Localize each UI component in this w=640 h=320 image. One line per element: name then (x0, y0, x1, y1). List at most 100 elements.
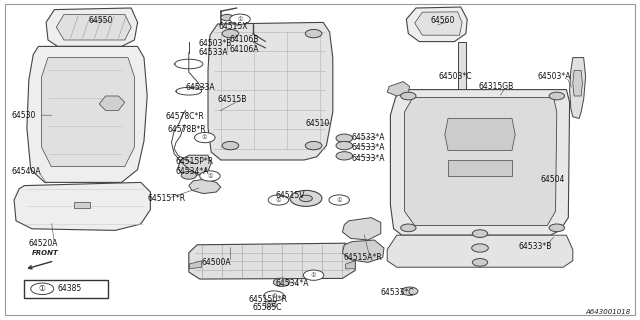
Text: 64503*C: 64503*C (438, 72, 472, 81)
Text: 64533*C: 64533*C (381, 288, 414, 297)
Text: 64503*B: 64503*B (198, 39, 232, 48)
Circle shape (181, 172, 196, 179)
Circle shape (305, 29, 322, 38)
Polygon shape (458, 42, 466, 90)
Circle shape (401, 287, 418, 295)
Text: ①: ① (207, 173, 212, 179)
Circle shape (549, 224, 564, 232)
Circle shape (472, 259, 488, 266)
Circle shape (221, 14, 234, 21)
Circle shape (336, 134, 353, 142)
Polygon shape (406, 7, 467, 42)
Text: 64503*A: 64503*A (538, 72, 571, 81)
Polygon shape (387, 235, 573, 267)
Polygon shape (178, 155, 211, 176)
Circle shape (268, 195, 289, 205)
Polygon shape (404, 98, 557, 226)
Polygon shape (573, 70, 582, 96)
Polygon shape (208, 22, 333, 160)
Text: 64530: 64530 (12, 111, 36, 120)
Polygon shape (74, 202, 90, 208)
Polygon shape (415, 12, 462, 35)
Circle shape (472, 230, 488, 237)
Polygon shape (342, 240, 384, 262)
Text: 64315GB: 64315GB (479, 82, 514, 91)
Circle shape (303, 270, 324, 280)
Text: 64106A: 64106A (229, 45, 259, 54)
Polygon shape (387, 82, 410, 96)
Text: ①: ① (202, 135, 207, 140)
Text: 64515B: 64515B (218, 95, 247, 104)
Text: 64515U*R: 64515U*R (248, 295, 287, 304)
Text: 64533A: 64533A (186, 84, 215, 92)
Text: 64510: 64510 (306, 119, 330, 128)
Text: ①: ① (271, 293, 276, 299)
Polygon shape (445, 118, 515, 150)
Text: 64106B: 64106B (229, 36, 259, 44)
Circle shape (222, 29, 239, 38)
Text: 64533*B: 64533*B (518, 242, 552, 251)
Polygon shape (46, 8, 138, 46)
Polygon shape (14, 182, 150, 230)
Polygon shape (448, 160, 512, 176)
Polygon shape (570, 58, 586, 118)
Text: 64515V: 64515V (275, 191, 305, 200)
Circle shape (273, 278, 290, 286)
Bar (24, 280, 108, 298)
Polygon shape (266, 301, 276, 307)
Circle shape (230, 14, 250, 24)
Text: 64515T*R: 64515T*R (147, 194, 186, 203)
Text: 64515P*R: 64515P*R (176, 157, 214, 166)
Polygon shape (189, 179, 221, 194)
Text: A643001018: A643001018 (585, 309, 630, 315)
Text: 64500A: 64500A (202, 258, 231, 267)
Polygon shape (99, 96, 125, 110)
Circle shape (305, 141, 322, 150)
Text: 64534*A: 64534*A (176, 167, 209, 176)
Polygon shape (27, 46, 147, 182)
Circle shape (401, 92, 416, 100)
Text: ①: ① (337, 197, 342, 203)
Text: 65585C: 65585C (253, 303, 282, 312)
Text: 64533*A: 64533*A (352, 143, 385, 152)
Circle shape (336, 141, 353, 150)
Circle shape (264, 291, 284, 301)
Circle shape (329, 195, 349, 205)
Polygon shape (390, 90, 570, 235)
Polygon shape (189, 261, 202, 269)
Text: 64578C*R: 64578C*R (165, 112, 204, 121)
Text: ①: ① (39, 284, 45, 293)
Text: 64560: 64560 (430, 16, 454, 25)
Circle shape (195, 132, 215, 143)
Polygon shape (56, 14, 131, 40)
Text: 64385: 64385 (58, 284, 82, 293)
Circle shape (200, 171, 220, 181)
Text: 64533*A: 64533*A (352, 154, 385, 163)
Circle shape (31, 283, 54, 294)
Text: 64515X: 64515X (219, 22, 248, 31)
Circle shape (300, 195, 312, 202)
Circle shape (472, 244, 488, 252)
Text: 64540A: 64540A (12, 167, 41, 176)
Circle shape (401, 224, 416, 232)
Text: ①: ① (276, 197, 281, 203)
Text: 64578B*R: 64578B*R (168, 125, 206, 134)
Text: ①: ① (237, 17, 243, 22)
Text: 64515A*R: 64515A*R (343, 253, 382, 262)
Text: 64504: 64504 (541, 175, 565, 184)
Text: ①: ① (311, 273, 316, 278)
Text: 64533*A: 64533*A (352, 133, 385, 142)
Polygon shape (42, 58, 134, 166)
Text: 64550: 64550 (88, 16, 113, 25)
Circle shape (336, 152, 353, 160)
Circle shape (222, 141, 239, 150)
Text: 64534*A: 64534*A (275, 279, 308, 288)
Polygon shape (189, 243, 355, 279)
Polygon shape (342, 218, 381, 240)
Circle shape (549, 92, 564, 100)
Circle shape (290, 190, 322, 206)
Polygon shape (346, 261, 355, 269)
Text: FRONT: FRONT (31, 250, 58, 256)
Text: 64520A: 64520A (29, 239, 58, 248)
Text: 64533A: 64533A (198, 48, 228, 57)
